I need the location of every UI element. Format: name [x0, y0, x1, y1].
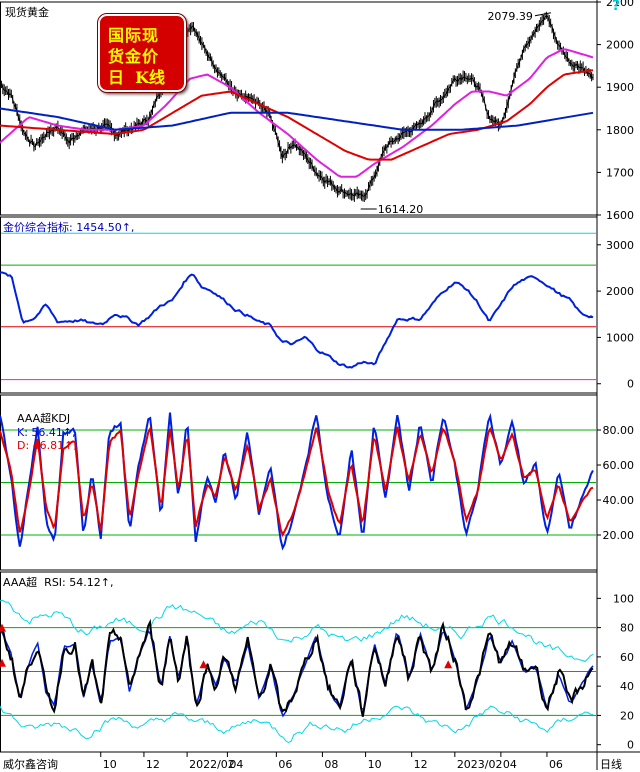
y-tick-label: 0: [627, 378, 634, 391]
kdj-k-line: [0, 412, 594, 551]
ma-mid-line: [0, 69, 594, 161]
rsi-upper-band: [0, 599, 594, 663]
ma-short-line: [0, 48, 594, 178]
y-tick-label: 1700: [606, 166, 634, 179]
ma-long-line: [0, 107, 594, 131]
composite-indicator-title: 金价综合指标: 1454.50↑,: [3, 221, 135, 234]
kdj-title: AAA超KDJ: [17, 412, 71, 425]
y-tick-label: 40: [620, 680, 634, 693]
x-tick-label: 08: [324, 758, 338, 770]
y-tick-label: 80: [620, 622, 634, 635]
badge-line-2: 货金价: [108, 47, 160, 66]
x-tick-label: 10: [103, 758, 117, 770]
badge-line-1: 国际现: [108, 26, 160, 45]
x-tick-label: 2023/02: [457, 758, 503, 770]
y-tick-label: 60.00: [603, 459, 635, 472]
rsi-lower-band: [0, 705, 594, 744]
kdj-d-line: [0, 425, 594, 538]
rsi-title: AAA超 RSI: 54.12↑,: [3, 576, 114, 589]
x-tick-label: 06: [278, 758, 292, 770]
x-tick-label: 12: [414, 758, 428, 770]
y-tick-label: 1600: [606, 209, 634, 222]
y-tick-label: 20: [620, 709, 634, 722]
rsi-signal-mark: [0, 623, 6, 632]
badge-line-3: 日 K线: [108, 68, 166, 87]
y-tick-label: 0: [627, 739, 634, 752]
y-tick-label: 80.00: [603, 424, 635, 437]
y-tick-label: 2100: [606, 0, 634, 9]
instrument-title: 现货黄金: [5, 6, 49, 19]
rsi-line: [0, 618, 594, 717]
y-tick-label: 1800: [606, 124, 634, 137]
price-line: [0, 15, 594, 197]
x-tick-label: 04: [229, 758, 243, 770]
x-tick-label: 2022/02: [189, 758, 235, 770]
rsi-signal-mark: [199, 660, 208, 669]
y-tick-label: 3000: [606, 239, 634, 252]
y-tick-label: 100: [613, 592, 634, 605]
kdj-k-legend: K: 56.41↑,: [17, 426, 76, 439]
panel-frame-0: [0, 1, 598, 216]
panel-frame-3: [0, 571, 598, 753]
kdj-title-row: AAA超KDJ K: 56.41↑, D: 46.81↑,: [3, 397, 77, 465]
x-tick-label: 06: [549, 758, 563, 770]
footer-period: 日线: [600, 758, 622, 771]
x-tick-label: 12: [146, 758, 160, 770]
low-annotation-label: 1614.20: [378, 203, 424, 216]
y-tick-label: 2000: [606, 39, 634, 52]
y-tick-label: 1000: [606, 331, 634, 344]
x-tick-label: 10: [368, 758, 382, 770]
y-tick-label: 20.00: [603, 529, 635, 542]
question-icon[interactable]: ?: [612, 0, 621, 14]
y-tick-label: 60: [620, 651, 634, 664]
composite-indicator-line: [0, 271, 594, 369]
rsi-signal-mark: [0, 658, 6, 667]
y-tick-label: 40.00: [603, 494, 635, 507]
panel-frame-1: [0, 216, 598, 394]
y-tick-label: 2000: [606, 285, 634, 298]
x-tick-label: 04: [503, 758, 517, 770]
y-tick-label: 1900: [606, 81, 634, 94]
high-annotation-pointer: [534, 12, 552, 17]
rsi-signal-mark: [444, 660, 453, 669]
price-badge: 国际现 货金价 日 K线: [97, 13, 187, 93]
high-annotation-label: 2079.39: [487, 10, 533, 23]
footer-source: 威尔鑫咨询: [3, 758, 58, 771]
kdj-d-legend: D: 46.81↑,: [17, 439, 77, 452]
